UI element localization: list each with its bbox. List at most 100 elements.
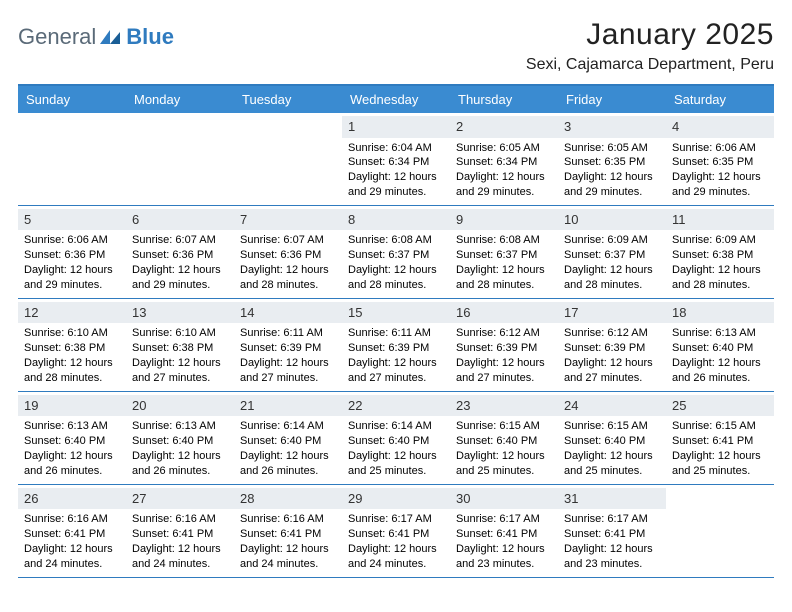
day-cell: 29Sunrise: 6:17 AMSunset: 6:41 PMDayligh… xyxy=(342,485,450,577)
daylight-line: Daylight: 12 hours and 28 minutes. xyxy=(564,263,660,293)
day-cell: 20 Sunrise: 6:13 AMSunset: 6:40 PMDayligh… xyxy=(126,392,234,484)
daylight-line: Daylight: 12 hours and 27 minutes. xyxy=(564,356,660,386)
sunset-line: Sunset: 6:40 PM xyxy=(348,434,444,449)
day-number: 26 xyxy=(18,488,126,510)
sunrise-line: Sunrise: 6:17 AM xyxy=(348,512,444,527)
sunset-line: Sunset: 6:40 PM xyxy=(132,434,228,449)
week-row: 5Sunrise: 6:06 AMSunset: 6:36 PMDaylight… xyxy=(18,206,774,299)
week-row: 1Sunrise: 6:04 AMSunset: 6:34 PMDaylight… xyxy=(18,113,774,206)
day-number: 31 xyxy=(558,488,666,510)
day-number: 28 xyxy=(234,488,342,510)
sunset-line: Sunset: 6:35 PM xyxy=(672,155,768,170)
sunrise-line: Sunrise: 6:04 AM xyxy=(348,141,444,156)
day-number: 23 xyxy=(450,395,558,417)
day-number: 19 xyxy=(18,395,126,417)
day-cell: 1Sunrise: 6:04 AMSunset: 6:34 PMDaylight… xyxy=(342,113,450,205)
sunrise-line: Sunrise: 6:08 AM xyxy=(348,233,444,248)
day-cell: 10Sunrise: 6:09 AMSunset: 6:37 PMDayligh… xyxy=(558,206,666,298)
sunset-line: Sunset: 6:36 PM xyxy=(240,248,336,263)
day-cell: 21Sunrise: 6:14 AMSunset: 6:40 PMDayligh… xyxy=(234,392,342,484)
day-number: 1 xyxy=(342,116,450,138)
day-number: 27 xyxy=(126,488,234,510)
day-cell: 11Sunrise: 6:09 AMSunset: 6:38 PMDayligh… xyxy=(666,206,774,298)
daylight-line: Daylight: 12 hours and 23 minutes. xyxy=(564,542,660,572)
day-cell: 25Sunrise: 6:15 AMSunset: 6:41 PMDayligh… xyxy=(666,392,774,484)
sunrise-line: Sunrise: 6:13 AM xyxy=(24,419,120,434)
day-number: 21 xyxy=(234,395,342,417)
sunset-line: Sunset: 6:37 PM xyxy=(456,248,552,263)
day-cell: 30Sunrise: 6:17 AMSunset: 6:41 PMDayligh… xyxy=(450,485,558,577)
daylight-line: Daylight: 12 hours and 29 minutes. xyxy=(672,170,768,200)
day-number: 12 xyxy=(18,302,126,324)
daylight-line: Daylight: 12 hours and 28 minutes. xyxy=(456,263,552,293)
day-cell: 7Sunrise: 6:07 AMSunset: 6:36 PMDaylight… xyxy=(234,206,342,298)
daylight-line: Daylight: 12 hours and 26 minutes. xyxy=(240,449,336,479)
day-number: 15 xyxy=(342,302,450,324)
daylight-line: Daylight: 12 hours and 23 minutes. xyxy=(456,542,552,572)
weeks: 1Sunrise: 6:04 AMSunset: 6:34 PMDaylight… xyxy=(18,113,774,578)
day-cell: 23Sunrise: 6:15 AMSunset: 6:40 PMDayligh… xyxy=(450,392,558,484)
daylight-line: Daylight: 12 hours and 26 minutes. xyxy=(672,356,768,386)
sunrise-line: Sunrise: 6:10 AM xyxy=(132,326,228,341)
day-number: 24 xyxy=(558,395,666,417)
day-number: 16 xyxy=(450,302,558,324)
daylight-line: Daylight: 12 hours and 24 minutes. xyxy=(348,542,444,572)
sunrise-line: Sunrise: 6:09 AM xyxy=(564,233,660,248)
header: General Blue January 2025 Sexi, Cajamarc… xyxy=(18,18,774,74)
sunrise-line: Sunrise: 6:08 AM xyxy=(456,233,552,248)
title-block: January 2025 Sexi, Cajamarca Department,… xyxy=(526,18,774,74)
sunrise-line: Sunrise: 6:17 AM xyxy=(564,512,660,527)
sunrise-line: Sunrise: 6:16 AM xyxy=(132,512,228,527)
daylight-line: Daylight: 12 hours and 28 minutes. xyxy=(348,263,444,293)
day-number: 3 xyxy=(558,116,666,138)
daylight-line: Daylight: 12 hours and 24 minutes. xyxy=(24,542,120,572)
day-cell: 16Sunrise: 6:12 AMSunset: 6:39 PMDayligh… xyxy=(450,299,558,391)
daylight-line: Daylight: 12 hours and 28 minutes. xyxy=(672,263,768,293)
dow-header: Monday xyxy=(126,86,234,113)
week-row: 19Sunrise: 6:13 AMSunset: 6:40 PMDayligh… xyxy=(18,392,774,485)
sunrise-line: Sunrise: 6:12 AM xyxy=(564,326,660,341)
sunrise-line: Sunrise: 6:05 AM xyxy=(564,141,660,156)
sunset-line: Sunset: 6:37 PM xyxy=(564,248,660,263)
day-number: 5 xyxy=(18,209,126,231)
day-cell: 24Sunrise: 6:15 AMSunset: 6:40 PMDayligh… xyxy=(558,392,666,484)
sunrise-line: Sunrise: 6:11 AM xyxy=(240,326,336,341)
sunrise-line: Sunrise: 6:11 AM xyxy=(348,326,444,341)
sunrise-line: Sunrise: 6:06 AM xyxy=(672,141,768,156)
day-cell: 19Sunrise: 6:13 AMSunset: 6:40 PMDayligh… xyxy=(18,392,126,484)
sunset-line: Sunset: 6:41 PM xyxy=(132,527,228,542)
day-cell: 26Sunrise: 6:16 AMSunset: 6:41 PMDayligh… xyxy=(18,485,126,577)
dow-header: Wednesday xyxy=(342,86,450,113)
sunrise-line: Sunrise: 6:14 AM xyxy=(348,419,444,434)
day-cell: 13Sunrise: 6:10 AMSunset: 6:38 PMDayligh… xyxy=(126,299,234,391)
day-cell: 31Sunrise: 6:17 AMSunset: 6:41 PMDayligh… xyxy=(558,485,666,577)
sunset-line: Sunset: 6:41 PM xyxy=(348,527,444,542)
day-number: 25 xyxy=(666,395,774,417)
week-row: 26Sunrise: 6:16 AMSunset: 6:41 PMDayligh… xyxy=(18,485,774,578)
sunrise-line: Sunrise: 6:13 AM xyxy=(672,326,768,341)
sunset-line: Sunset: 6:40 PM xyxy=(672,341,768,356)
sunrise-line: Sunrise: 6:13 AM xyxy=(132,419,228,434)
daylight-line: Daylight: 12 hours and 25 minutes. xyxy=(564,449,660,479)
day-cell: 18 Sunrise: 6:13 AMSunset: 6:40 PMDayligh… xyxy=(666,299,774,391)
daylight-line: Daylight: 12 hours and 25 minutes. xyxy=(672,449,768,479)
day-number: 18 xyxy=(666,302,774,324)
day-number: 20 xyxy=(126,395,234,417)
month-title: January 2025 xyxy=(526,18,774,52)
sunrise-line: Sunrise: 6:07 AM xyxy=(240,233,336,248)
sunrise-line: Sunrise: 6:10 AM xyxy=(24,326,120,341)
daylight-line: Daylight: 12 hours and 27 minutes. xyxy=(456,356,552,386)
dow-row: SundayMondayTuesdayWednesdayThursdayFrid… xyxy=(18,86,774,113)
daylight-line: Daylight: 12 hours and 29 minutes. xyxy=(24,263,120,293)
sunset-line: Sunset: 6:41 PM xyxy=(24,527,120,542)
day-number: 8 xyxy=(342,209,450,231)
sunrise-line: Sunrise: 6:07 AM xyxy=(132,233,228,248)
daylight-line: Daylight: 12 hours and 25 minutes. xyxy=(348,449,444,479)
sunset-line: Sunset: 6:38 PM xyxy=(24,341,120,356)
daylight-line: Daylight: 12 hours and 26 minutes. xyxy=(132,449,228,479)
day-cell-empty xyxy=(666,485,774,577)
day-cell-empty xyxy=(234,113,342,205)
day-cell: 27Sunrise: 6:16 AMSunset: 6:41 PMDayligh… xyxy=(126,485,234,577)
daylight-line: Daylight: 12 hours and 26 minutes. xyxy=(24,449,120,479)
sunset-line: Sunset: 6:39 PM xyxy=(564,341,660,356)
